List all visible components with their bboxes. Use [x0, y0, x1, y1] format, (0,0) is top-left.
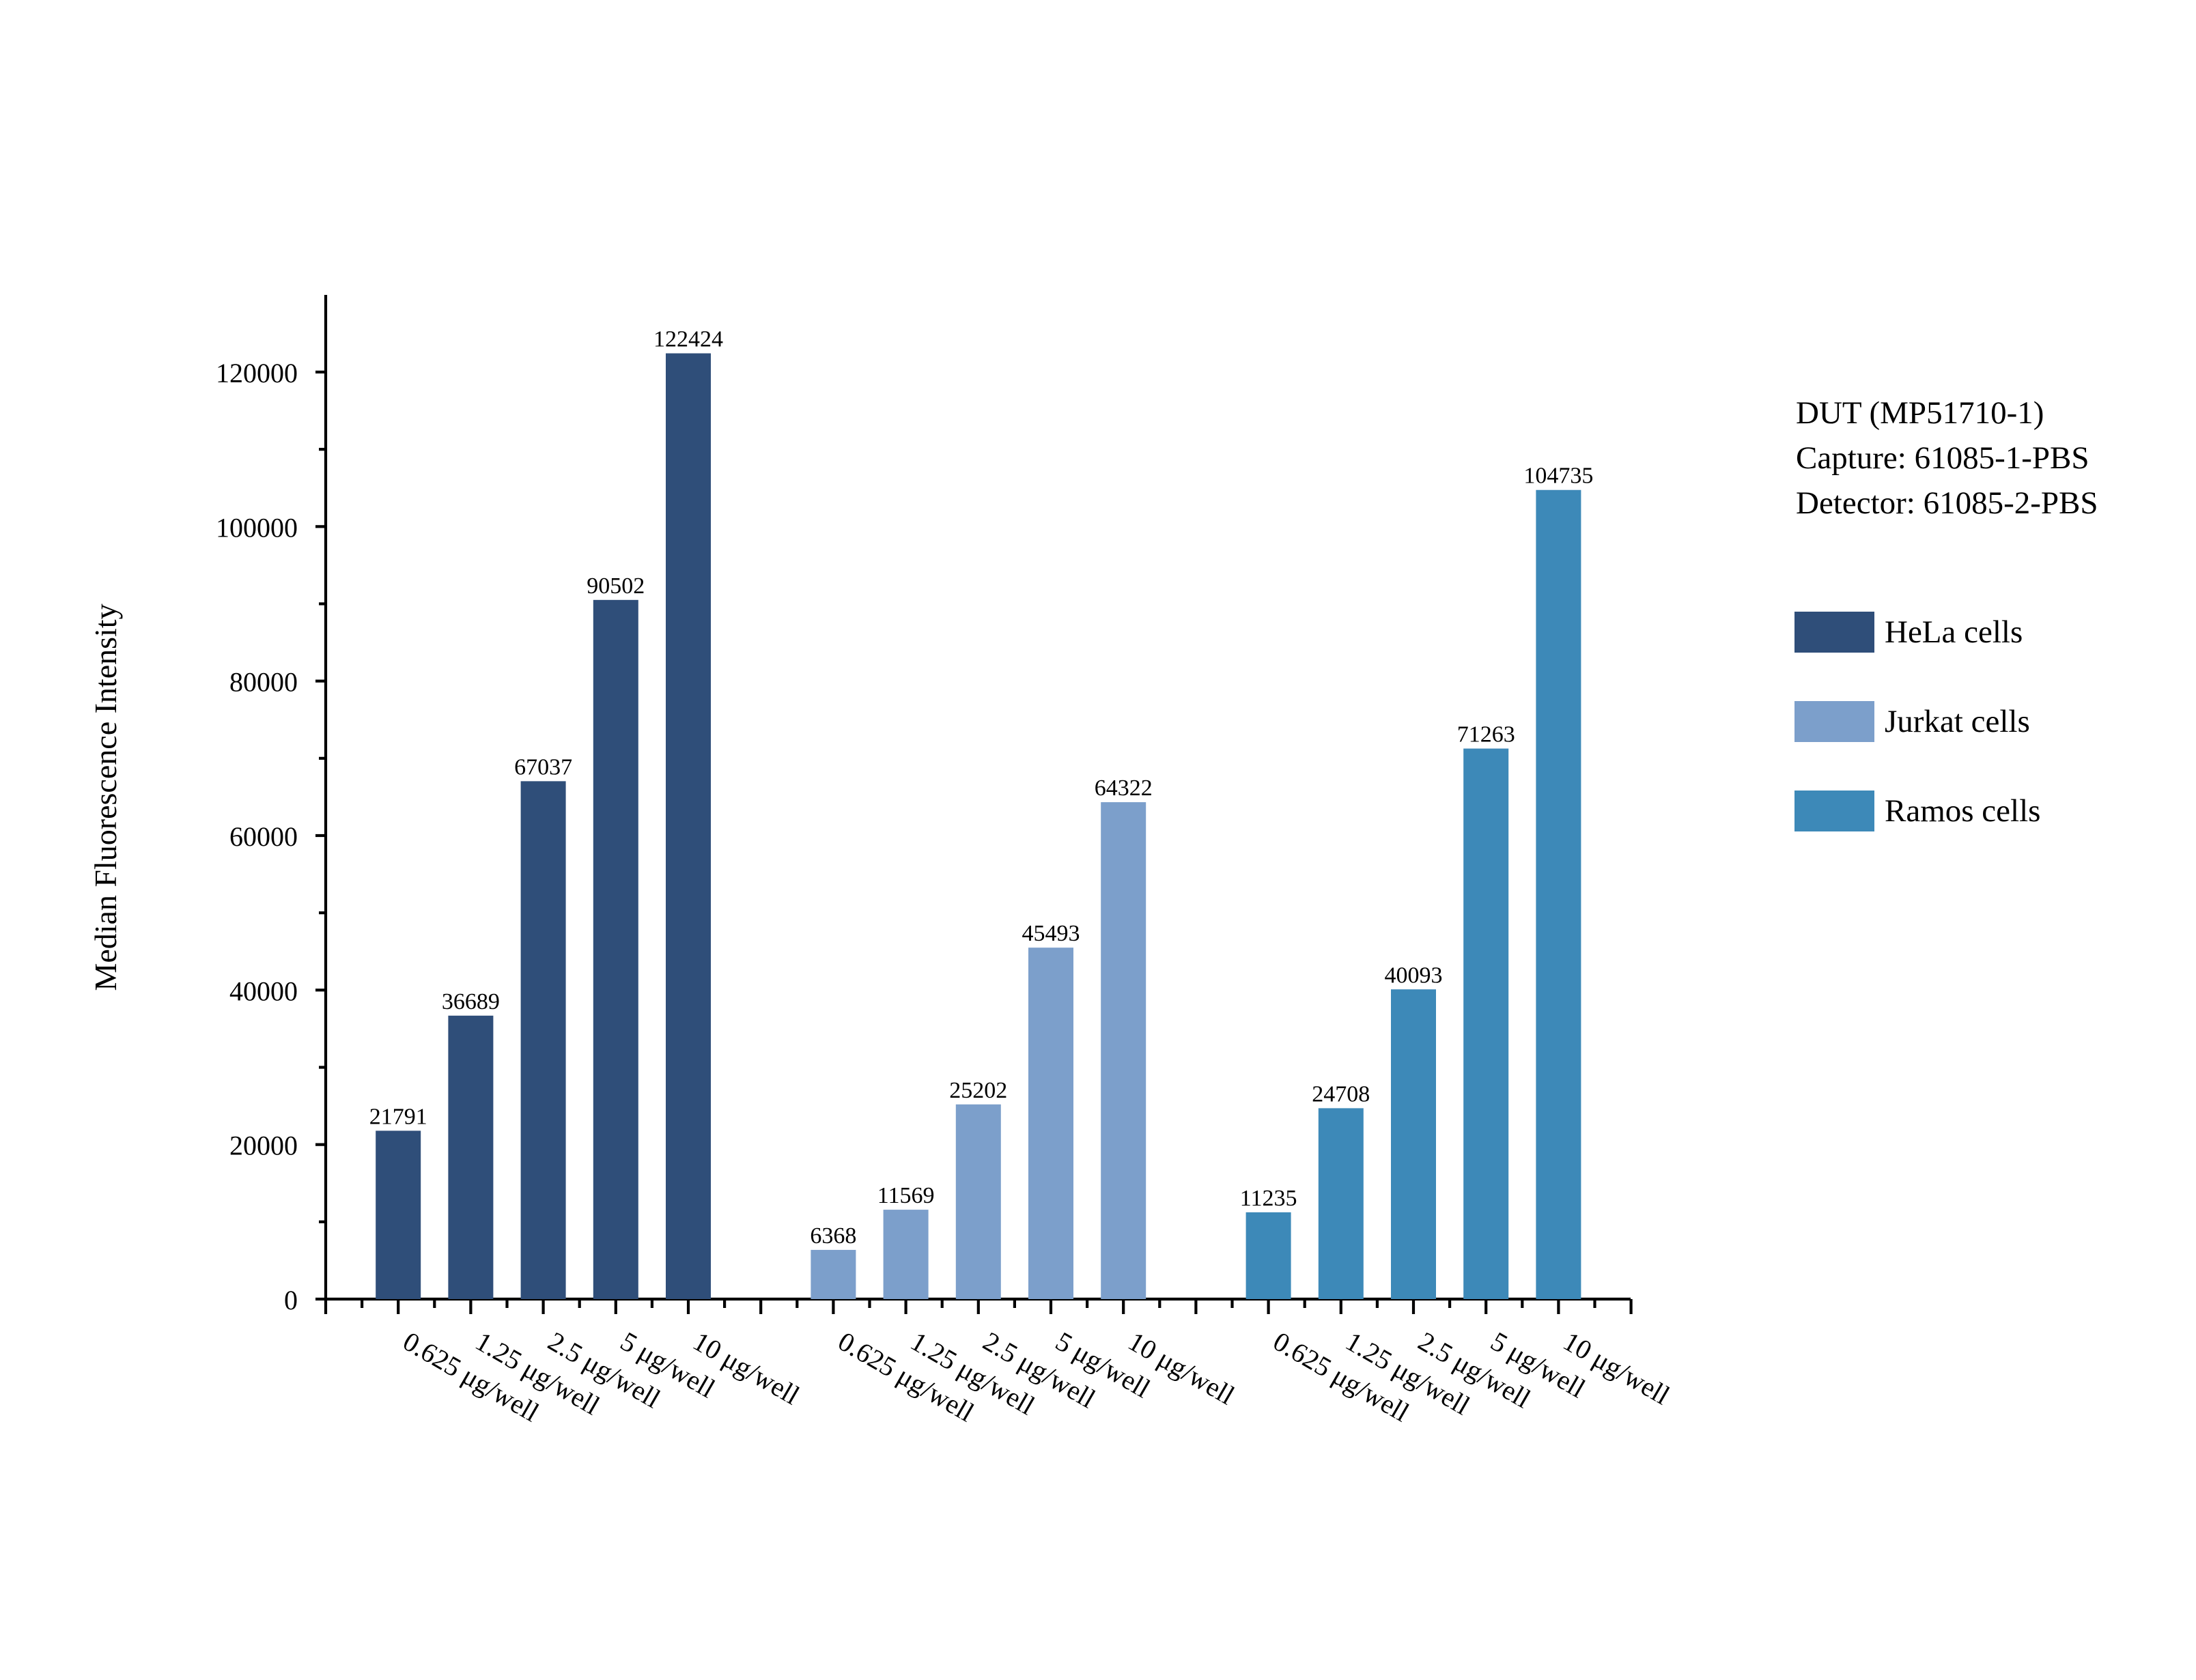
y-tick-label: 120000: [216, 358, 298, 388]
bar-ramos-cells-3: [1463, 748, 1509, 1299]
legend-swatch-jurkat-cells: [1794, 701, 1874, 742]
bar-jurkat-cells-0: [811, 1249, 856, 1299]
y-ticks: 0 20000 40000 60000 80000 100000 120000: [216, 358, 326, 1315]
value-label: 24708: [1312, 1081, 1370, 1107]
annotation-line-1: DUT (MP51710-1): [1796, 395, 2044, 431]
legend-label: Ramos cells: [1885, 793, 2040, 829]
bar-jurkat-cells-4: [1101, 802, 1146, 1299]
bar-hela-cells-3: [593, 599, 638, 1299]
y-tick-label: 60000: [229, 821, 298, 852]
value-label: 104735: [1523, 464, 1593, 489]
bars: [376, 353, 1581, 1300]
bar-ramos-cells-4: [1536, 489, 1581, 1299]
value-label: 40093: [1385, 963, 1443, 988]
bar-hela-cells-2: [520, 781, 566, 1299]
chart-annotation: DUT (MP51710-1) Capture: 61085-1-PBS Det…: [1796, 395, 2098, 521]
bar-ramos-cells-1: [1318, 1108, 1364, 1299]
value-label: 122424: [653, 327, 723, 352]
annotation-line-2: Capture: 61085-1-PBS: [1796, 440, 2089, 476]
legend-swatch-hela-cells: [1794, 612, 1874, 653]
bar-jurkat-cells-1: [883, 1210, 929, 1299]
value-label: 64322: [1095, 775, 1153, 801]
value-label: 21791: [369, 1104, 427, 1129]
value-label: 45493: [1022, 921, 1080, 946]
bar-jurkat-cells-3: [1028, 948, 1073, 1299]
value-label: 6368: [810, 1223, 856, 1249]
value-label: 11569: [877, 1183, 935, 1208]
value-label: 25202: [949, 1078, 1007, 1103]
bar-ramos-cells-2: [1391, 989, 1436, 1299]
legend-label: Jurkat cells: [1885, 704, 2030, 739]
y-tick-label: 0: [284, 1285, 298, 1315]
y-tick-label: 40000: [229, 976, 298, 1006]
legend-label: HeLa cells: [1885, 614, 2023, 650]
legend-swatch-ramos-cells: [1794, 791, 1874, 831]
bar-hela-cells-1: [448, 1015, 494, 1299]
legend: HeLa cells Jurkat cells Ramos cells: [1794, 612, 2040, 831]
y-axis-title: Median Fluorescence Intensity: [88, 603, 123, 991]
value-label: 36689: [442, 989, 500, 1014]
y-tick-label: 80000: [229, 667, 298, 698]
value-label: 11235: [1240, 1186, 1297, 1211]
y-tick-label: 100000: [216, 512, 298, 543]
bar-ramos-cells-0: [1245, 1212, 1291, 1299]
value-labels: 21791 36689 67037 90502 122424 6368 11569 25202…: [369, 327, 1594, 1249]
value-label: 71263: [1457, 722, 1515, 748]
x-ticks: [324, 1299, 1633, 1314]
value-label: 90502: [587, 573, 645, 599]
value-label: 67037: [514, 754, 572, 780]
annotation-line-3: Detector: 61085-2-PBS: [1796, 485, 2098, 521]
bar-jurkat-cells-2: [955, 1104, 1001, 1299]
y-tick-label: 20000: [229, 1130, 298, 1161]
bar-hela-cells-4: [666, 353, 711, 1300]
bar-hela-cells-0: [376, 1130, 421, 1299]
